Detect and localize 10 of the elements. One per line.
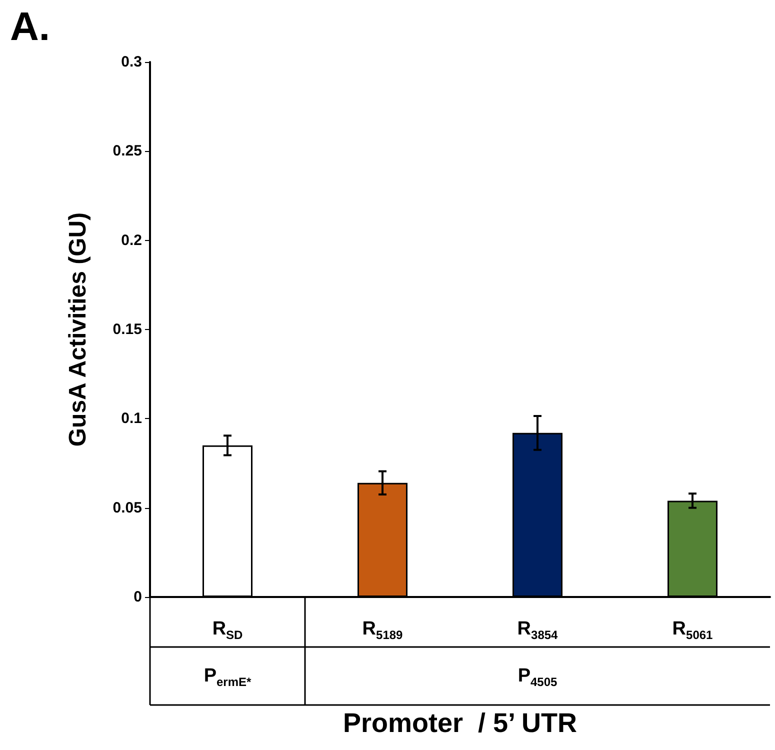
y-tick-label: 0.25	[112, 142, 142, 160]
y-tick-label: 0.1	[121, 410, 142, 428]
chart-title: A.	[10, 5, 50, 49]
y-tick-label: 0.05	[112, 499, 142, 516]
y-tick-label: 0.2	[121, 232, 142, 249]
y-tick-label: 0.3	[121, 54, 142, 70]
x-axis-title: Promoter / 5’ UTR	[342, 708, 578, 738]
y-tick-label: 0	[134, 588, 142, 606]
y-axis-title: GusA Activities (GU)	[64, 212, 92, 447]
y-tick-label: 0.15	[112, 321, 142, 338]
